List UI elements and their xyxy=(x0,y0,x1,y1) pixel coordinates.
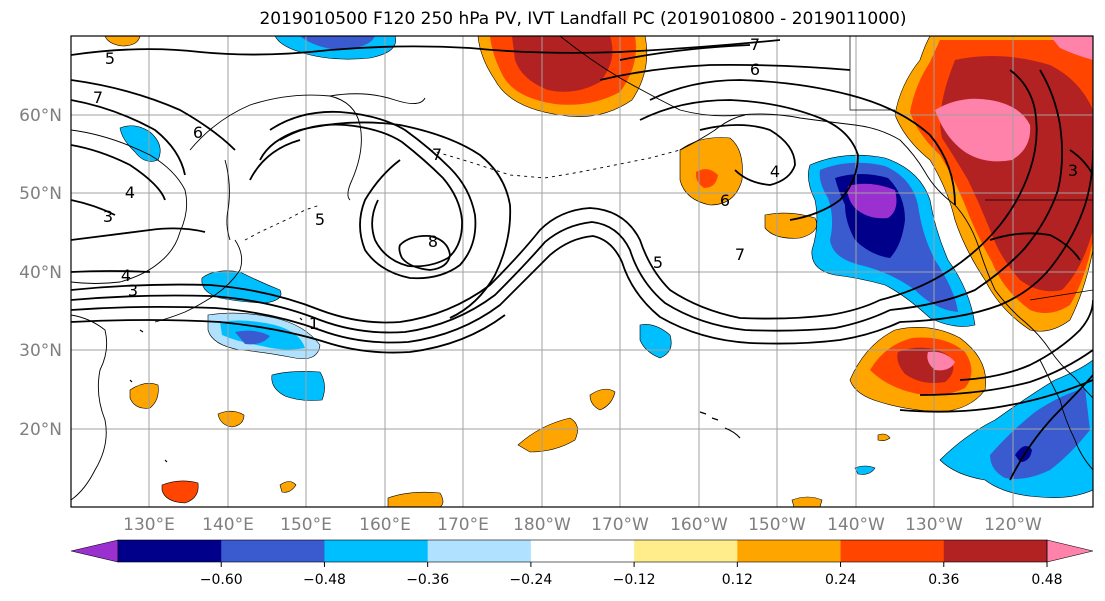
colorbar-segment xyxy=(840,540,945,562)
contour-label: 8 xyxy=(428,232,438,251)
colorbar: −0.60 −0.48 −0.36 −0.24 −0.12 0.12 0.24 0.36 0.4… xyxy=(70,539,1094,588)
contour-label: 4 xyxy=(121,266,131,285)
pv-contours xyxy=(71,39,1093,481)
colorbar-tick-label: −0.36 xyxy=(406,572,449,588)
lat-label: 40°N xyxy=(19,263,62,283)
map-panel: 5 7 6 7 6 3 4 3 4 5 1 8 7 6 4 5 7 3 xyxy=(70,35,1094,508)
colorbar-tick-label: 0.24 xyxy=(825,572,856,588)
lon-label: 150°E xyxy=(280,515,332,535)
colorbar-segment xyxy=(943,540,1048,562)
colorbar-segment xyxy=(530,540,635,562)
shading-region xyxy=(161,480,199,504)
shading-region xyxy=(695,169,718,188)
colorbar-tick-label: 0.48 xyxy=(1031,572,1062,588)
lon-label: 130°W xyxy=(905,515,963,535)
colorbar-tick-label: −0.48 xyxy=(303,572,346,588)
contour-label: 7 xyxy=(93,88,103,107)
colorbar-segment xyxy=(427,540,532,562)
latitude-axis: 60°N 50°N 40°N 30°N 20°N xyxy=(19,106,62,440)
colorbar-segment xyxy=(634,540,738,562)
lon-label: 120°W xyxy=(984,515,1042,535)
colorbar-segment xyxy=(324,540,429,562)
gridlines xyxy=(71,36,1093,507)
shading-region xyxy=(300,36,375,50)
colorbar-tick-label: −0.12 xyxy=(613,572,656,588)
longitude-axis: 130°E 140°E 150°E 160°E 170°E 180°W 170°… xyxy=(123,515,1042,535)
lon-label: 130°E xyxy=(123,515,175,535)
contour-label: 4 xyxy=(125,183,135,202)
shading-region xyxy=(512,36,613,92)
colorbar-frame xyxy=(117,539,1048,563)
colorbar-ticks: −0.60 −0.48 −0.36 −0.24 −0.12 0.12 0.24 0.36 0.4… xyxy=(200,562,1063,588)
contour-label: 6 xyxy=(750,60,760,79)
lon-label: 150°W xyxy=(748,515,806,535)
colorbar-tick-label: 0.36 xyxy=(928,572,959,588)
shading-region xyxy=(279,481,297,493)
lat-label: 60°N xyxy=(19,106,62,126)
contour-label: 5 xyxy=(105,49,115,68)
contour-label: 7 xyxy=(735,245,745,264)
shading-region xyxy=(387,491,444,507)
lat-label: 30°N xyxy=(19,341,62,361)
shading-region xyxy=(129,383,159,409)
shading-region xyxy=(764,212,817,239)
contour-label: 1 xyxy=(309,314,319,333)
contour-label: 5 xyxy=(315,210,325,229)
coastlines xyxy=(71,36,1093,501)
shading-region xyxy=(877,433,891,441)
map-title: 2019010500 F120 250 hPa PV, IVT Landfall… xyxy=(259,9,906,29)
shading-region xyxy=(1050,36,1093,60)
colorbar-tick-label: −0.24 xyxy=(509,572,552,588)
contour-label: 3 xyxy=(103,207,113,226)
contour-label: 7 xyxy=(432,145,442,164)
shading-region xyxy=(589,388,616,411)
contour-label: 5 xyxy=(653,253,663,272)
contour-label: 3 xyxy=(128,281,138,300)
lat-label: 50°N xyxy=(19,184,62,204)
shading-region xyxy=(791,496,823,507)
lon-label: 140°W xyxy=(827,515,885,535)
shading-region xyxy=(104,36,141,47)
shading-region xyxy=(854,465,876,475)
shading-region xyxy=(847,183,897,219)
lon-label: 170°W xyxy=(591,515,649,535)
lon-label: 160°E xyxy=(359,515,411,535)
colorbar-tick-label: −0.60 xyxy=(200,572,243,588)
colorbar-segment xyxy=(118,540,222,562)
map-frame xyxy=(70,35,1094,508)
contour-label: 3 xyxy=(1068,161,1078,180)
contour-label: 4 xyxy=(770,162,780,181)
colorbar-segment xyxy=(737,540,842,562)
shading-region xyxy=(217,410,245,428)
lon-label: 160°W xyxy=(670,515,728,535)
colorbar-tick-label: 0.12 xyxy=(722,572,753,588)
shading-region xyxy=(235,330,270,345)
shading-region xyxy=(271,371,325,401)
colorbar-segment xyxy=(70,539,119,563)
colorbar-segments xyxy=(70,539,1094,563)
lon-label: 140°E xyxy=(202,515,254,535)
contour-label: 6 xyxy=(720,191,730,210)
shading-region xyxy=(935,98,1031,162)
contour-label: 7 xyxy=(750,35,760,54)
lon-label: 170°E xyxy=(437,515,489,535)
contour-labels: 5 7 6 7 6 3 4 3 4 5 1 8 7 6 4 5 7 3 xyxy=(93,35,1078,333)
contour-label: 6 xyxy=(193,123,203,142)
colorbar-segment xyxy=(221,540,325,562)
shading-region xyxy=(517,417,578,453)
colorbar-segment xyxy=(1046,539,1094,563)
lat-label: 20°N xyxy=(19,420,62,440)
lon-label: 180°W xyxy=(513,515,571,535)
